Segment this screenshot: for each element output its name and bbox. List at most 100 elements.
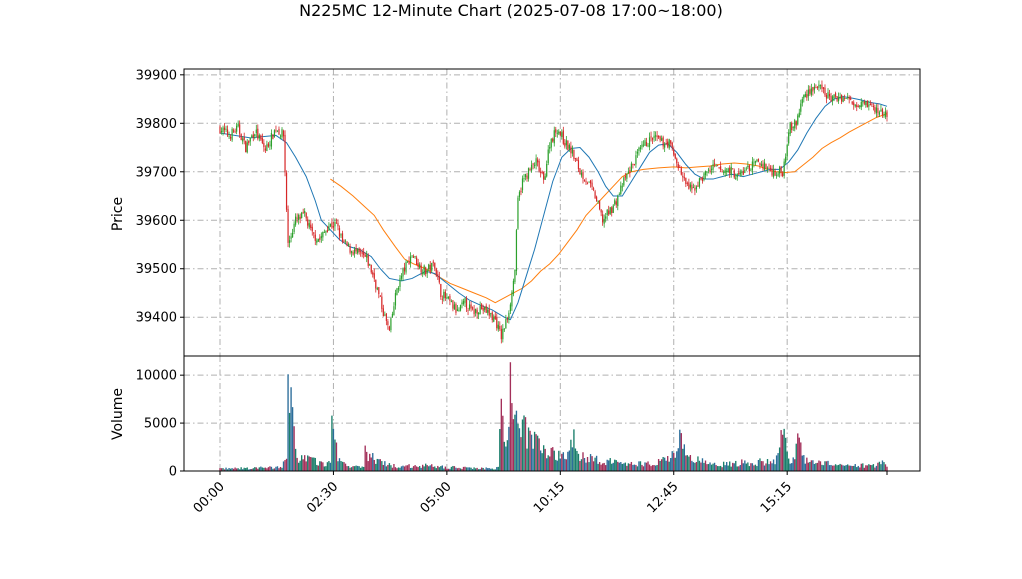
volume-bar (382, 464, 385, 471)
volume-bar (524, 417, 527, 471)
volume-bar (500, 398, 503, 471)
candle-body (729, 167, 731, 174)
volume-bar (874, 467, 876, 471)
volume-bar (677, 448, 679, 471)
candle-body (756, 159, 758, 162)
candle-body (456, 309, 459, 312)
volume-bar (375, 463, 377, 471)
candle-body (326, 230, 328, 233)
volume-bar (446, 468, 448, 471)
volume-bar (237, 468, 239, 471)
candle-body (370, 264, 372, 273)
volume-bar (459, 468, 462, 471)
candle-body (240, 134, 242, 140)
volume-bar (830, 464, 832, 471)
volume-bar (604, 465, 607, 471)
candle-body (605, 216, 607, 219)
volume-bar (583, 458, 586, 471)
candle-body (786, 144, 788, 157)
volume-bar (555, 459, 557, 471)
volume-bar (739, 464, 741, 471)
volume-bar (606, 459, 608, 471)
volume-bar (228, 468, 230, 471)
volume-bar (706, 464, 708, 471)
volume-bar (387, 464, 389, 471)
candle-body (794, 120, 796, 129)
candle-body (583, 180, 586, 181)
volume-bar (738, 466, 740, 471)
candle-body (334, 222, 336, 227)
candle-body (833, 94, 835, 99)
volume-bar (831, 465, 834, 471)
candle-body (299, 216, 301, 219)
candle-body (620, 185, 622, 195)
candle-body (506, 318, 508, 320)
candle-body (287, 209, 289, 243)
candle-body (317, 238, 319, 242)
candle-body (697, 185, 699, 187)
candle-body (653, 135, 655, 138)
candle-body (447, 296, 449, 299)
volume-bar (366, 451, 368, 471)
volume-bar (219, 468, 221, 471)
volume-bar (875, 465, 878, 471)
candle-body (425, 267, 427, 275)
candle-body (742, 170, 744, 175)
volume-bar (296, 457, 298, 471)
volume-bar (326, 462, 329, 471)
candle-body (537, 159, 539, 163)
volume-bar (305, 461, 307, 471)
candle-body (848, 97, 850, 100)
volume-bar (686, 455, 689, 471)
volume-bar (794, 459, 796, 471)
volume-bar (503, 441, 506, 471)
candle-body (237, 123, 239, 127)
candle-body (488, 309, 490, 316)
moving-average-short-line (219, 96, 888, 321)
candle-body (636, 151, 639, 154)
candle-body (396, 288, 398, 296)
candle-body (577, 160, 580, 170)
volume-bar (784, 437, 787, 471)
volume-bar (715, 465, 717, 471)
volume-bar (316, 464, 318, 471)
volume-bar (384, 461, 386, 471)
volume-bar (356, 465, 359, 471)
volume-bar (558, 450, 560, 471)
price-tick-label: 39500 (136, 262, 177, 277)
candle-body (304, 210, 306, 214)
volume-bar (284, 460, 286, 471)
volume-bar (549, 456, 551, 471)
candle-body (357, 248, 359, 254)
candle-body (475, 308, 477, 313)
volume-bar (515, 410, 518, 471)
volume-bar (836, 465, 838, 471)
candle-body (443, 291, 445, 299)
volume-bar (775, 455, 778, 471)
volume-bar (679, 429, 681, 471)
volume-bar (421, 464, 424, 471)
volume-bar (837, 464, 840, 471)
volume-bars (219, 362, 888, 471)
volume-bar (425, 463, 427, 471)
volume-bar (444, 466, 447, 471)
volume-bar (778, 447, 781, 471)
volume-bar (620, 462, 622, 471)
volume-bar (520, 437, 522, 471)
candle-body (588, 181, 590, 183)
candle-body (470, 304, 472, 309)
volume-bar (432, 466, 434, 471)
volume-bar (718, 466, 720, 471)
volume-bar (331, 415, 333, 471)
volume-bar (443, 468, 445, 471)
candle-body (741, 172, 743, 173)
volume-bar (827, 460, 829, 471)
candle-body (369, 264, 371, 265)
candle-body (431, 262, 433, 271)
volume-bar (822, 465, 825, 471)
volume-bar (709, 462, 711, 471)
volume-bar (701, 458, 704, 471)
volume-bar (397, 467, 400, 471)
candle-body (775, 174, 778, 176)
candle-body (661, 138, 663, 141)
